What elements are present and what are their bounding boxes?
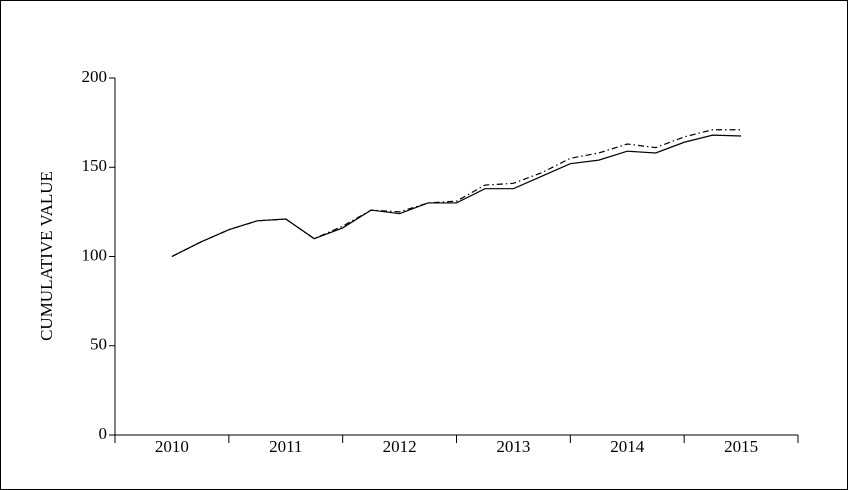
y-tick-label: 100: [82, 245, 108, 264]
x-tick-label: 2010: [155, 437, 189, 456]
y-tick-label: 200: [82, 67, 108, 86]
series-line: [171, 129, 742, 258]
x-tick-label: 2014: [610, 437, 645, 456]
y-tick-label: 50: [90, 335, 107, 354]
y-axis-label: CUMULATIVE VALUE: [37, 171, 56, 341]
series-line: [171, 134, 742, 258]
x-tick-label: 2013: [496, 437, 530, 456]
y-tick-label: 0: [99, 424, 108, 443]
y-tick-label: 150: [82, 156, 108, 175]
x-tick-label: 2012: [383, 437, 417, 456]
x-tick-label: 2015: [724, 437, 758, 456]
x-tick-label: 2011: [269, 437, 302, 456]
